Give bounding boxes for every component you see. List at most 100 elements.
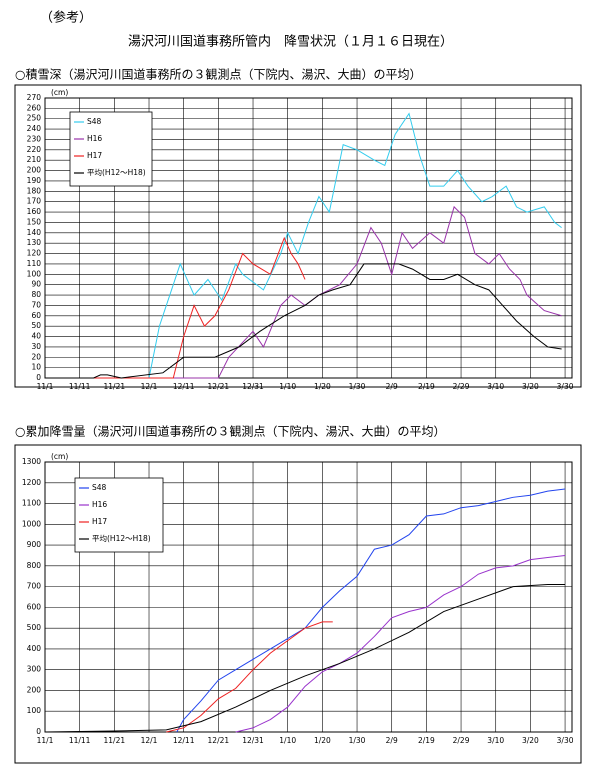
y-tick-label: 1100 bbox=[22, 499, 41, 508]
legend-label: S48 bbox=[92, 483, 107, 492]
y-tick-label: 100 bbox=[27, 706, 42, 715]
x-tick-label: 2/9 bbox=[386, 382, 398, 391]
y-tick-label: 300 bbox=[27, 665, 42, 674]
y-tick-label: 270 bbox=[27, 93, 42, 102]
series-line bbox=[235, 554, 566, 733]
y-tick-label: 240 bbox=[27, 124, 42, 133]
series-line bbox=[45, 112, 562, 379]
x-tick-label: 1/20 bbox=[314, 736, 331, 745]
y-tick-label: 1200 bbox=[22, 478, 41, 487]
x-tick-label: 2/29 bbox=[453, 736, 470, 745]
y-tick-label: 0 bbox=[36, 727, 41, 736]
x-tick-label: 12/31 bbox=[242, 736, 264, 745]
x-tick-label: 11/11 bbox=[69, 736, 91, 745]
y-tick-label: 200 bbox=[27, 166, 42, 175]
y-tick-label: 500 bbox=[27, 623, 42, 632]
series-line bbox=[166, 621, 333, 733]
note: （参考） bbox=[40, 10, 92, 26]
chart-frame bbox=[14, 84, 582, 388]
y-tick-label: 250 bbox=[27, 114, 42, 123]
chart-title: ○累加降雪量（湯沢河川国道事務所の３観測点（下院内、湯沢、大曲）の平均） bbox=[15, 425, 445, 439]
x-tick-label: 3/20 bbox=[522, 382, 539, 391]
y-tick-label: 160 bbox=[27, 207, 42, 216]
x-tick-label: 3/10 bbox=[487, 382, 504, 391]
x-tick-label: 12/21 bbox=[208, 736, 230, 745]
legend-label: H16 bbox=[87, 134, 102, 143]
y-tick-label: 90 bbox=[31, 280, 41, 289]
y-tick-label: 70 bbox=[31, 300, 41, 309]
y-tick-label: 900 bbox=[27, 540, 42, 549]
x-tick-label: 12/1 bbox=[141, 382, 158, 391]
x-tick-label: 1/10 bbox=[279, 382, 296, 391]
x-tick-label: 11/11 bbox=[69, 382, 91, 391]
y-tick-label: 80 bbox=[31, 290, 41, 299]
x-tick-label: 1/30 bbox=[349, 382, 366, 391]
y-tick-label: 50 bbox=[31, 321, 41, 330]
y-axis-label: (cm) bbox=[51, 88, 68, 97]
plot-area bbox=[44, 97, 573, 379]
chart-title: ○積雪深（湯沢河川国道事務所の３観測点（下院内、湯沢、大曲）の平均） bbox=[15, 67, 421, 82]
x-tick-label: 11/21 bbox=[104, 382, 126, 391]
y-tick-label: 170 bbox=[27, 197, 42, 206]
series-line bbox=[45, 263, 562, 379]
legend-label: S48 bbox=[87, 117, 102, 126]
x-tick-label: 1/20 bbox=[314, 382, 331, 391]
series-line bbox=[176, 488, 566, 733]
y-tick-label: 110 bbox=[27, 259, 42, 268]
y-tick-label: 150 bbox=[27, 217, 42, 226]
series-line bbox=[45, 236, 306, 379]
y-tick-label: 260 bbox=[27, 103, 42, 112]
y-tick-label: 210 bbox=[27, 155, 42, 164]
x-tick-label: 12/11 bbox=[173, 736, 195, 745]
x-tick-label: 1/10 bbox=[279, 736, 296, 745]
y-tick-label: 600 bbox=[27, 602, 42, 611]
legend-label: 平均(H12～H18) bbox=[87, 167, 146, 177]
legend-label: 平均(H12～H18) bbox=[92, 533, 151, 543]
x-tick-label: 1/30 bbox=[349, 736, 366, 745]
legend-box bbox=[74, 477, 164, 553]
x-tick-label: 12/1 bbox=[141, 736, 158, 745]
y-tick-label: 800 bbox=[27, 561, 42, 570]
x-tick-label: 2/29 bbox=[453, 382, 470, 391]
y-tick-label: 30 bbox=[31, 342, 41, 351]
y-tick-label: 1300 bbox=[22, 457, 41, 466]
y-tick-label: 700 bbox=[27, 582, 42, 591]
x-tick-label: 2/19 bbox=[418, 736, 435, 745]
x-tick-label: 11/1 bbox=[37, 382, 54, 391]
y-tick-label: 200 bbox=[27, 685, 42, 694]
y-tick-label: 20 bbox=[31, 352, 41, 361]
y-tick-label: 180 bbox=[27, 186, 42, 195]
y-tick-label: 60 bbox=[31, 311, 41, 320]
x-tick-label: 3/30 bbox=[557, 382, 574, 391]
y-tick-label: 220 bbox=[27, 145, 42, 154]
series-line bbox=[44, 584, 566, 733]
x-tick-label: 3/30 bbox=[557, 736, 574, 745]
x-tick-label: 12/11 bbox=[173, 382, 195, 391]
plot-area bbox=[44, 461, 573, 733]
legend-label: H17 bbox=[92, 517, 107, 526]
y-tick-label: 100 bbox=[27, 269, 42, 278]
y-tick-label: 10 bbox=[31, 363, 41, 372]
y-axis-label: (cm) bbox=[51, 452, 68, 461]
x-tick-label: 12/21 bbox=[208, 382, 230, 391]
x-tick-label: 3/10 bbox=[487, 736, 504, 745]
y-tick-label: 140 bbox=[27, 228, 42, 237]
legend-label: H17 bbox=[87, 151, 102, 160]
y-tick-label: 40 bbox=[31, 332, 41, 341]
series-line bbox=[45, 205, 562, 379]
legend-label: H16 bbox=[92, 500, 107, 509]
y-tick-label: 190 bbox=[27, 176, 42, 185]
y-tick-label: 120 bbox=[27, 249, 42, 258]
doc-title: 湯沢河川国道事務所管内 降雪状況（１月１６日現在） bbox=[128, 34, 453, 50]
chart-frame bbox=[14, 444, 582, 764]
x-tick-label: 11/21 bbox=[104, 736, 126, 745]
y-tick-label: 230 bbox=[27, 134, 42, 143]
x-tick-label: 3/20 bbox=[522, 736, 539, 745]
x-tick-label: 2/19 bbox=[418, 382, 435, 391]
x-tick-label: 12/31 bbox=[242, 382, 264, 391]
y-tick-label: 1000 bbox=[22, 519, 41, 528]
x-tick-label: 11/1 bbox=[37, 736, 54, 745]
y-tick-label: 400 bbox=[27, 644, 42, 653]
